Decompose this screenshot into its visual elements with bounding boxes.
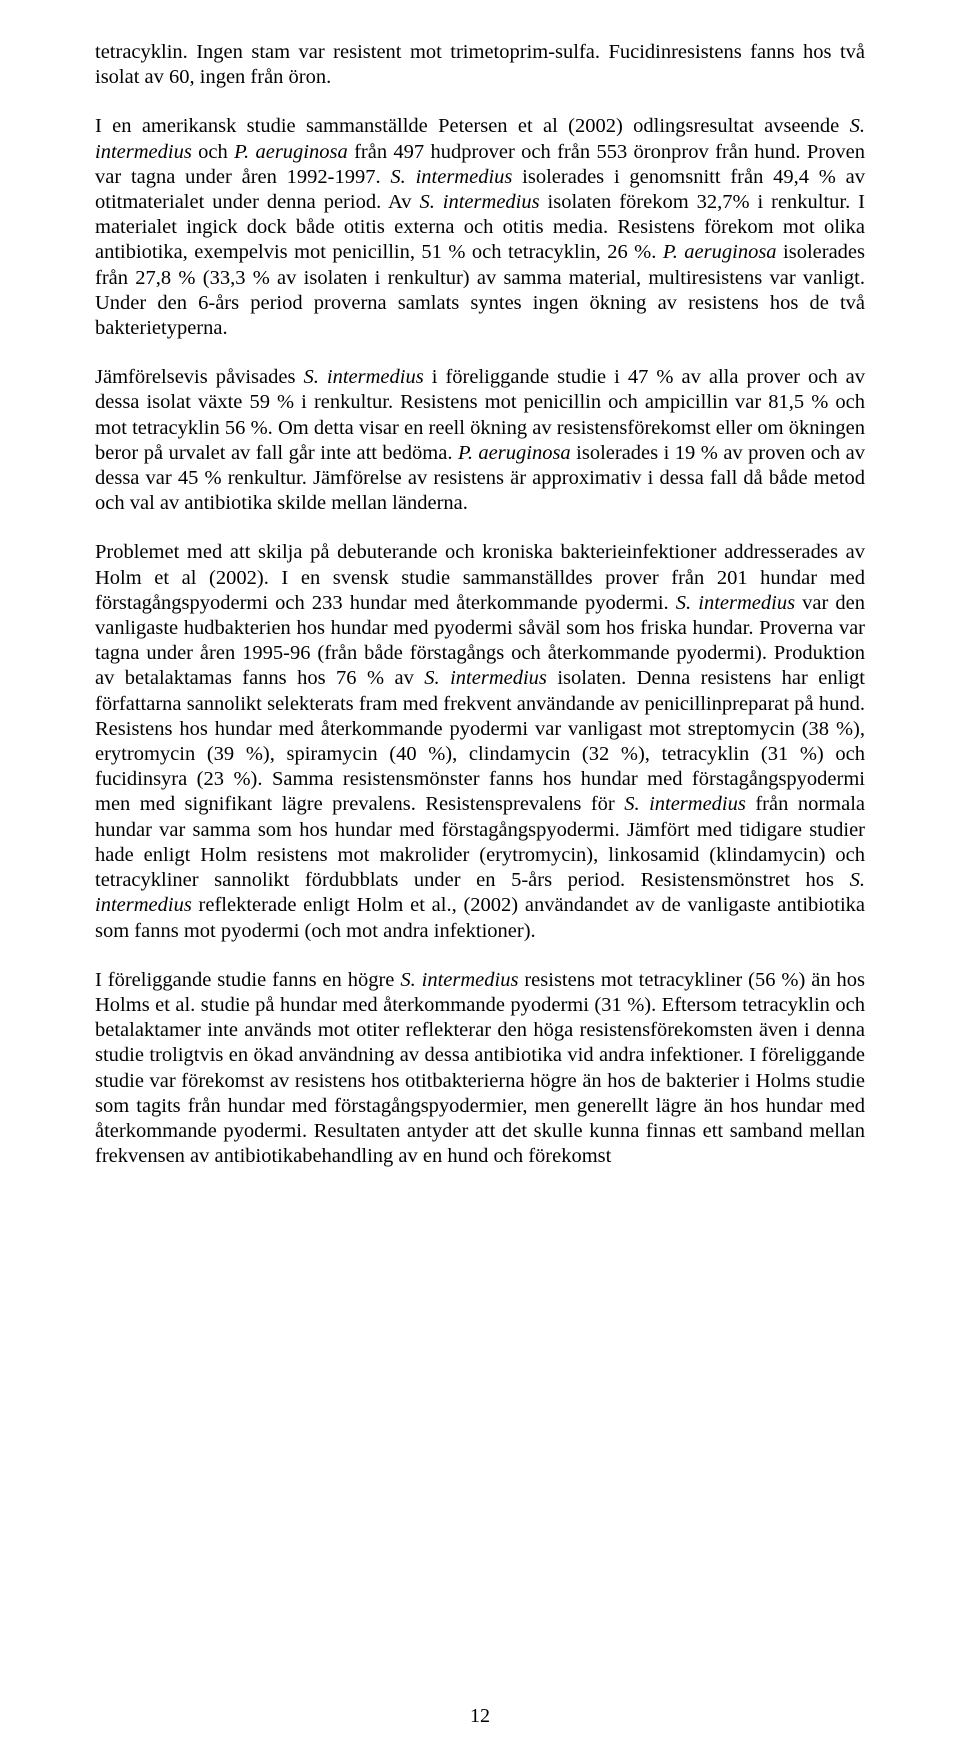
species-name: P. aeruginosa bbox=[458, 442, 571, 464]
species-name: P. aeruginosa bbox=[234, 141, 348, 163]
species-name: S. intermedius bbox=[624, 793, 746, 815]
paragraph-4: Problemet med att skilja på debuterande … bbox=[95, 540, 865, 943]
species-name: S. intermedius bbox=[390, 166, 512, 188]
text: reflekterade enligt Holm et al., (2002) … bbox=[95, 894, 865, 941]
text: tetracyklin. Ingen stam var resistent mo… bbox=[95, 41, 865, 88]
species-name: S. intermedius bbox=[676, 592, 795, 614]
document-page: tetracyklin. Ingen stam var resistent mo… bbox=[0, 0, 960, 1758]
paragraph-3: Jämförelsevis påvisades S. intermedius i… bbox=[95, 365, 865, 516]
species-name: S. intermedius bbox=[304, 366, 424, 388]
text: I föreliggande studie fanns en högre bbox=[95, 969, 400, 991]
text: resistens mot tetracykliner (56 %) än ho… bbox=[95, 969, 865, 1167]
species-name: S. intermedius bbox=[419, 191, 539, 213]
paragraph-2: I en amerikansk studie sammanställde Pet… bbox=[95, 114, 865, 341]
page-number: 12 bbox=[0, 1705, 960, 1728]
text: och bbox=[192, 141, 234, 163]
species-name: S. intermedius bbox=[400, 969, 518, 991]
paragraph-1: tetracyklin. Ingen stam var resistent mo… bbox=[95, 40, 865, 90]
paragraph-5: I föreliggande studie fanns en högre S. … bbox=[95, 968, 865, 1170]
species-name: P. aeruginosa bbox=[663, 241, 777, 263]
text: I en amerikansk studie sammanställde Pet… bbox=[95, 115, 850, 137]
species-name: S. intermedius bbox=[424, 667, 547, 689]
text: Jämförelsevis påvisades bbox=[95, 366, 304, 388]
